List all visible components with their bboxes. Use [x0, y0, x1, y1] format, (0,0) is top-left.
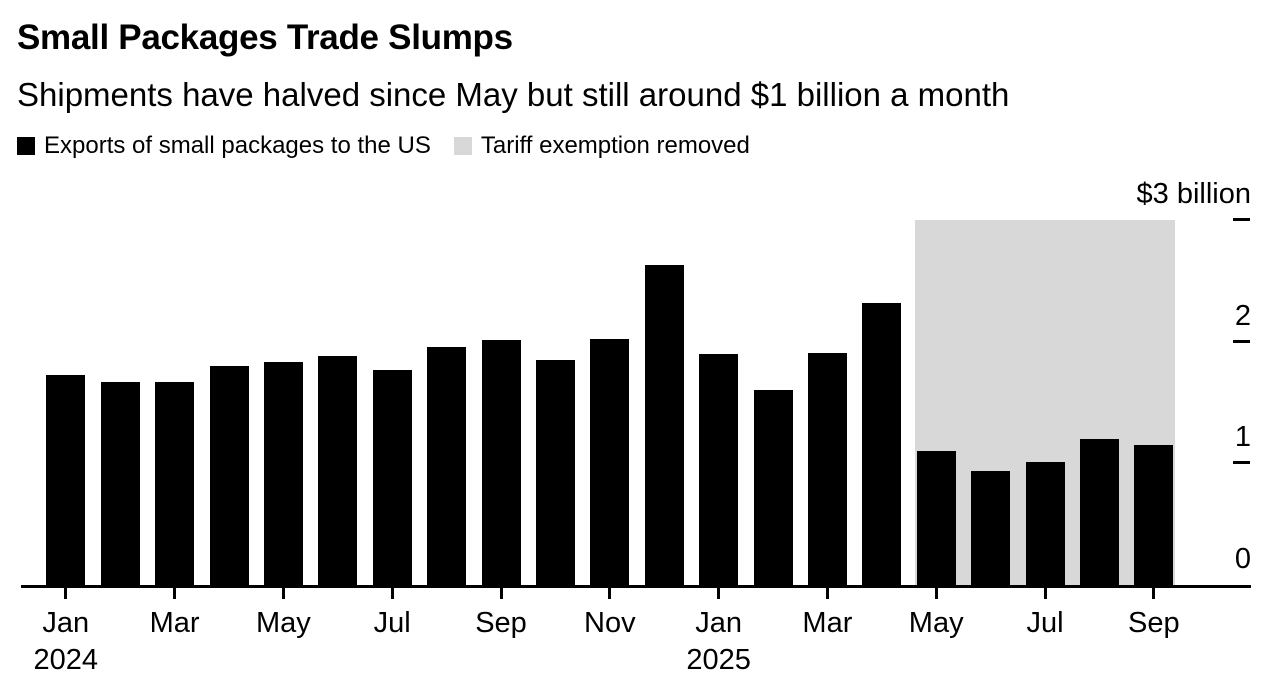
x-axis-label: Jul	[373, 607, 411, 639]
bar-apr-2024	[209, 366, 249, 585]
chart-title: Small Packages Trade Slumps	[17, 18, 513, 57]
bar-sep-2025	[1134, 445, 1174, 585]
plot-area	[21, 220, 1251, 588]
bar-may-2024	[263, 362, 303, 585]
x-axis-tick	[1043, 588, 1047, 599]
bar-nov-2024	[590, 339, 630, 585]
x-axis-tick	[499, 588, 503, 599]
legend-label-tariff: Tariff exemption removed	[480, 132, 750, 159]
bar-jan-2025	[699, 353, 739, 585]
x-axis-label: Sep	[1127, 607, 1180, 639]
legend-item-tariff: Tariff exemption removed	[453, 132, 750, 160]
y-axis-label: 0	[1234, 543, 1251, 575]
bar-oct-2024	[535, 359, 575, 585]
x-axis-tick	[173, 588, 177, 599]
x-axis-label: Mar	[149, 607, 200, 639]
x-axis-label: May	[255, 607, 311, 639]
x-axis-tick	[281, 588, 285, 599]
bar-jun-2025	[971, 470, 1011, 585]
bar-may-2025	[916, 451, 956, 585]
x-axis-label: Mar	[802, 607, 853, 639]
legend-label-exports: Exports of small packages to the US	[44, 132, 431, 159]
bar-sep-2024	[481, 340, 521, 585]
bar-mar-2024	[155, 381, 195, 585]
chart-subtitle: Shipments have halved since May but stil…	[17, 76, 1010, 113]
x-axis-tick	[64, 588, 68, 599]
x-axis-tick	[825, 588, 829, 599]
x-axis-label: Sep	[475, 607, 527, 639]
x-axis-label: Nov	[584, 607, 636, 639]
bar-aug-2024	[427, 346, 467, 585]
x-axis-label: Jul	[1026, 607, 1064, 639]
y-axis-tick	[1233, 218, 1250, 221]
bar-feb-2024	[100, 381, 140, 585]
x-axis-tick	[934, 588, 938, 599]
y-axis-tick	[1233, 461, 1250, 465]
bar-feb-2025	[753, 390, 793, 585]
x-axis-label: May	[908, 607, 964, 639]
y-axis-tick	[1233, 339, 1250, 343]
bar-aug-2025	[1079, 439, 1119, 585]
x-axis-tick	[608, 588, 612, 599]
bar-jul-2024	[372, 369, 412, 585]
x-axis-tick	[1152, 588, 1156, 599]
x-axis-label: Jan	[695, 607, 742, 639]
legend-swatch-black-icon	[17, 137, 35, 155]
bar-jun-2024	[318, 356, 358, 585]
bar-jul-2025	[1025, 462, 1065, 585]
year-label: 2024	[33, 644, 99, 676]
bar-apr-2025	[862, 302, 902, 585]
bar-dec-2024	[644, 265, 684, 585]
legend: Exports of small packages to the US Tari…	[17, 132, 750, 160]
year-label: 2025	[686, 644, 751, 676]
y-axis-label: 2	[1234, 299, 1251, 332]
x-axis-tick	[390, 588, 394, 599]
y-axis-label: 1	[1234, 421, 1251, 454]
bar-jan-2024	[46, 374, 86, 585]
legend-swatch-gray-icon	[453, 137, 472, 155]
bar-mar-2025	[807, 352, 847, 585]
legend-item-exports: Exports of small packages to the US	[17, 132, 431, 160]
y-axis-label: $3 billion	[1136, 178, 1251, 210]
x-axis-tick	[717, 588, 721, 599]
x-axis-label: Jan	[42, 607, 90, 639]
